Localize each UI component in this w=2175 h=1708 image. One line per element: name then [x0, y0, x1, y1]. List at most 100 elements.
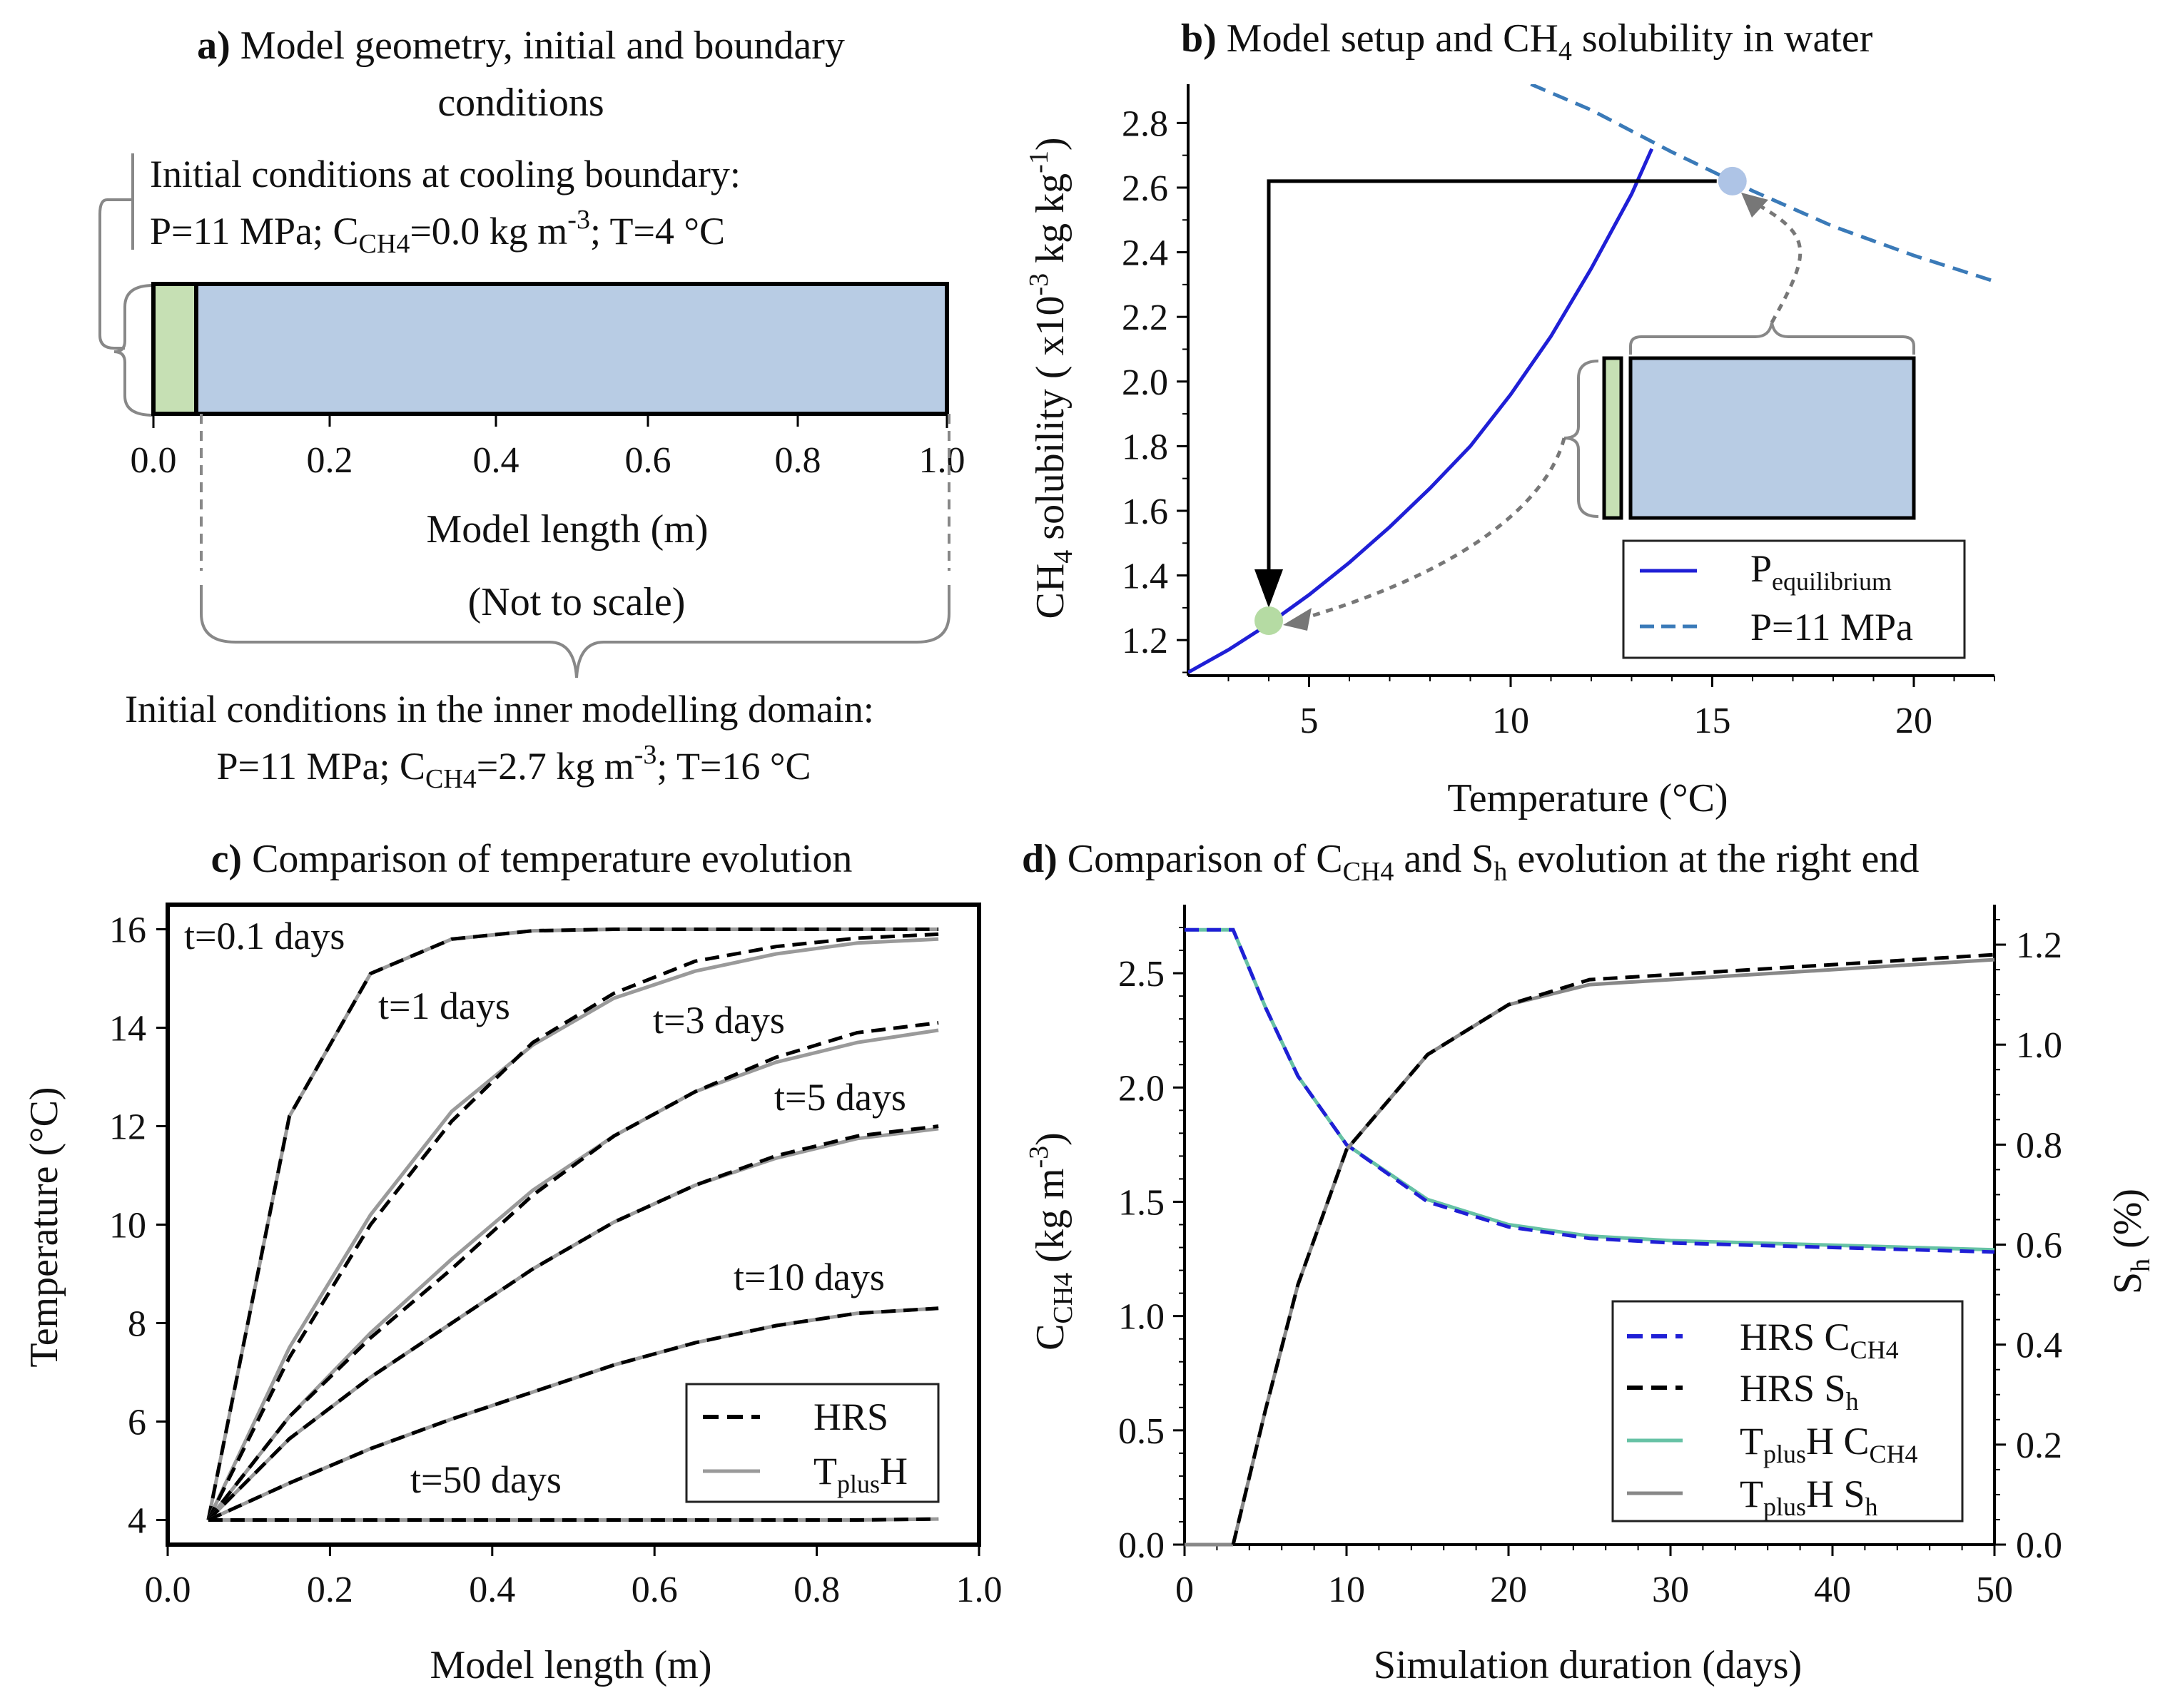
panel-d-y-right-tick-label: 0.0	[2016, 1525, 2062, 1566]
panel-d-y-right-tick-label: 0.6	[2016, 1226, 2062, 1266]
panel-a-axis: 0.0 0.2 0.4 0.6 0.8 1.0	[131, 414, 965, 481]
series-p-11mpa	[1530, 84, 1994, 283]
legend-hrs: HRS	[813, 1396, 888, 1438]
panel-c-legend: HRS TplusH	[685, 1383, 940, 1503]
panel-a-tick: 0.8	[775, 440, 821, 481]
panel-b-legend-box	[1622, 539, 1966, 659]
panel-b-x-tick-label: 10	[1492, 701, 1529, 741]
panel-c-x-tick-label: 0.4	[469, 1570, 515, 1610]
legend-tp-c: TplusH CCH4	[1740, 1420, 1918, 1468]
panel-c-y-tick-label: 16	[109, 910, 146, 951]
panel-b-y-tick-label: 2.8	[1122, 103, 1168, 144]
hrs-s-curve	[1231, 952, 1995, 1545]
hrs-curve-1	[206, 932, 939, 1521]
panel-d-x-tick-label: 0	[1175, 1570, 1194, 1610]
process-arrow-line	[1267, 179, 1717, 571]
inner-conditions-title: Initial conditions in the inner modellin…	[125, 688, 874, 731]
panel-c-ylabel: Temperature (°C)	[22, 1087, 66, 1367]
panel-c-y-tick-label: 10	[109, 1206, 146, 1246]
panel-b-inset	[1283, 193, 1916, 631]
panel-b-x-tick-label: 5	[1300, 701, 1319, 741]
panel-d-y-right-tick-label: 0.2	[2016, 1425, 2062, 1466]
panel-b-ylabel: CH4 solubility ( x10-3 kg kg-1)	[1024, 138, 1078, 619]
panel-d-ylabel-right: Sh (%)	[2106, 1189, 2156, 1294]
panel-c-y-tick-label: 4	[128, 1501, 146, 1542]
inner-point-marker	[1718, 166, 1747, 195]
tplush-curve-1	[206, 937, 939, 1521]
panel-d-ylabel-left: CCH4 (kg m-3)	[1024, 1132, 1078, 1351]
panel-b: b) Model setup and CH4 solubility in wat…	[1024, 16, 1995, 820]
panel-b-title: b) Model setup and CH4 solubility in wat…	[1181, 16, 1873, 66]
panel-a-tick: 0.2	[307, 440, 353, 481]
panel-c-curve-labels: t=0.1 days t=1 days t=3 days t=5 days t=…	[184, 915, 906, 1501]
panel-b-x-tick-label: 20	[1895, 701, 1932, 741]
panel-d-lines	[1185, 927, 1995, 1547]
panel-a-tick: 0.0	[131, 440, 177, 481]
panel-b-y-tick-label: 1.2	[1122, 621, 1168, 661]
panel-b-y-tick-label: 1.8	[1122, 427, 1168, 467]
panel-d-x-tick-label: 50	[1976, 1570, 2013, 1610]
arrowhead-grey-top	[1741, 193, 1768, 218]
process-arrowhead	[1254, 569, 1283, 608]
panel-d: d) Comparison of CCH4 and Sh evolution a…	[1022, 837, 2156, 1687]
cooling-conditions-title: Initial conditions at cooling boundary:	[150, 153, 741, 195]
panel-a-xlabel: Model length (m)	[426, 507, 708, 551]
legend-hrs-s: HRS Sh	[1740, 1367, 1859, 1415]
panel-d-x-tick-label: 30	[1652, 1570, 1689, 1610]
panel-c-axes: 0.0 0.2 0.4 0.6 0.8 1.0 4 6 8 10 12 14 16	[109, 903, 1003, 1610]
panel-b-y-tick-label: 1.6	[1122, 492, 1168, 532]
panel-b-y-tick-label: 2.2	[1122, 298, 1168, 338]
series-p-equilibrium	[1188, 148, 1654, 674]
curve-label-t3: t=3 days	[653, 999, 785, 1042]
cooling-connector	[98, 198, 133, 350]
panel-d-y-left-tick-label: 0.0	[1118, 1525, 1165, 1566]
hrs-curve-5	[208, 1517, 939, 1522]
legend-p-11mpa: P=11 MPa	[1750, 606, 1913, 649]
panel-b-legend: Pequilibrium P=11 MPa	[1622, 539, 1966, 659]
panel-d-x-tick-label: 40	[1814, 1570, 1851, 1610]
panel-c-title: c) Comparison of temperature evolution	[211, 837, 853, 881]
panel-a: a) Model geometry, initial and boundary …	[98, 24, 965, 794]
legend-p-equilibrium: Pequilibrium	[1750, 547, 1892, 596]
panel-c-x-tick-label: 0.8	[794, 1570, 840, 1610]
panel-c-y-tick-label: 12	[109, 1107, 146, 1148]
panel-d-y-left-tick-label: 1.5	[1118, 1182, 1165, 1223]
panel-a-title: a) Model geometry, initial and boundary	[197, 24, 845, 68]
panel-c-y-tick-label: 6	[128, 1403, 146, 1443]
panel-c-lines	[206, 927, 939, 1522]
panel-c-x-tick-label: 1.0	[956, 1570, 1003, 1610]
panel-d-y-left-tick-label: 1.0	[1118, 1297, 1165, 1338]
cooling-conditions-values: P=11 MPa; CCH4=0.0 kg m-3; T=4 °C	[150, 205, 725, 259]
curve-label-t50: t=50 days	[410, 1458, 562, 1501]
inner-brace	[200, 585, 950, 678]
panel-d-y-left-tick-label: 2.5	[1118, 954, 1165, 995]
inner-conditions-values: P=11 MPa; CCH4=2.7 kg m-3; T=16 °C	[216, 740, 811, 794]
panel-d-axes: 0 10 20 30 40 500.00.51.01.52.02.50.00.20.40.…	[1118, 905, 2062, 1610]
panel-d-legend-box	[1611, 1300, 1964, 1523]
inset-arrow-to-inner	[1750, 199, 1803, 324]
panel-c-xlabel: Model length (m)	[430, 1643, 711, 1687]
curve-label-t0-1: t=0.1 days	[184, 915, 345, 957]
panel-b-lines	[1188, 84, 1994, 674]
tplush-c-curve	[1185, 927, 1995, 1252]
panel-c-legend-box	[685, 1383, 940, 1503]
panel-d-y-left-tick-label: 0.5	[1118, 1411, 1165, 1452]
panel-c-x-tick-label: 0.6	[632, 1570, 678, 1610]
panel-b-x-tick-label: 15	[1694, 701, 1731, 741]
panel-a-tick: 0.6	[625, 440, 671, 481]
panel-d-y-right-tick-label: 0.8	[2016, 1125, 2062, 1166]
panel-d-xlabel: Simulation duration (days)	[1374, 1643, 1802, 1687]
hrs-curve-3	[207, 1124, 939, 1522]
panel-c-x-tick-label: 0.0	[145, 1570, 191, 1610]
hrs-curve-4	[207, 1306, 939, 1522]
hrs-curve-2	[206, 1021, 939, 1522]
legend-tplush: TplusH	[813, 1450, 908, 1498]
panel-d-x-tick-label: 10	[1328, 1570, 1365, 1610]
panel-d-legend: HRS CCH4 HRS Sh TplusH CCH4 TplusH Sh	[1611, 1300, 1964, 1523]
panel-c-y-tick-label: 8	[128, 1304, 146, 1345]
curve-label-t10: t=10 days	[734, 1256, 885, 1298]
panel-b-axes: 5 10 15 20 1.2 1.4 1.6 1.8 2.0 2.2 2.4 2.6 2.8	[1122, 84, 1995, 741]
panel-d-y-left-tick-label: 2.0	[1118, 1068, 1165, 1109]
hrs-curve-0	[206, 927, 939, 1520]
panel-d-y-right-tick-label: 1.2	[2016, 925, 2062, 966]
